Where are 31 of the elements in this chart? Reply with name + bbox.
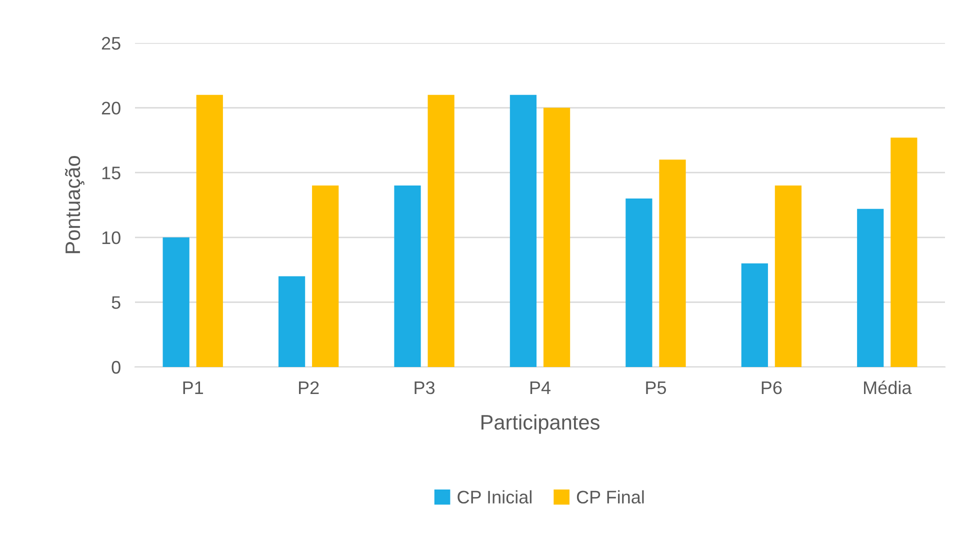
y-tick-label: 20: [102, 102, 120, 115]
bar: [428, 94, 454, 367]
bar: [162, 237, 190, 367]
x-tick-label: P3: [414, 381, 435, 394]
y-tick-label: 10: [102, 231, 120, 244]
bar: [543, 108, 570, 367]
x-tick-label: P5: [646, 382, 666, 394]
bar: [196, 94, 223, 367]
y-axis-title: Pontuação: [65, 156, 84, 254]
x-tick-label: P1: [183, 382, 204, 394]
x-tick-label: P6: [762, 381, 782, 394]
bar: [659, 160, 686, 367]
bar: [278, 276, 306, 367]
bar: [510, 94, 537, 367]
legend-label: CP Final: [576, 490, 644, 504]
y-tick-label: 0: [112, 360, 120, 374]
y-tick-label: 25: [102, 36, 120, 50]
x-axis-title: Participantes: [481, 414, 600, 434]
bar: [741, 263, 768, 367]
legend-label: CP Inicial: [458, 490, 532, 504]
bar: [774, 186, 802, 367]
y-tick-label: 15: [102, 166, 120, 180]
x-tick-label: P2: [299, 381, 319, 394]
y-tick-label: 5: [112, 296, 120, 309]
x-tick-label: P4: [530, 382, 551, 394]
bar: [394, 186, 421, 367]
bar: [312, 186, 339, 367]
bar: [857, 208, 884, 367]
x-tick-label: Média: [864, 380, 912, 394]
bar: [626, 198, 652, 367]
bar: [890, 138, 918, 367]
